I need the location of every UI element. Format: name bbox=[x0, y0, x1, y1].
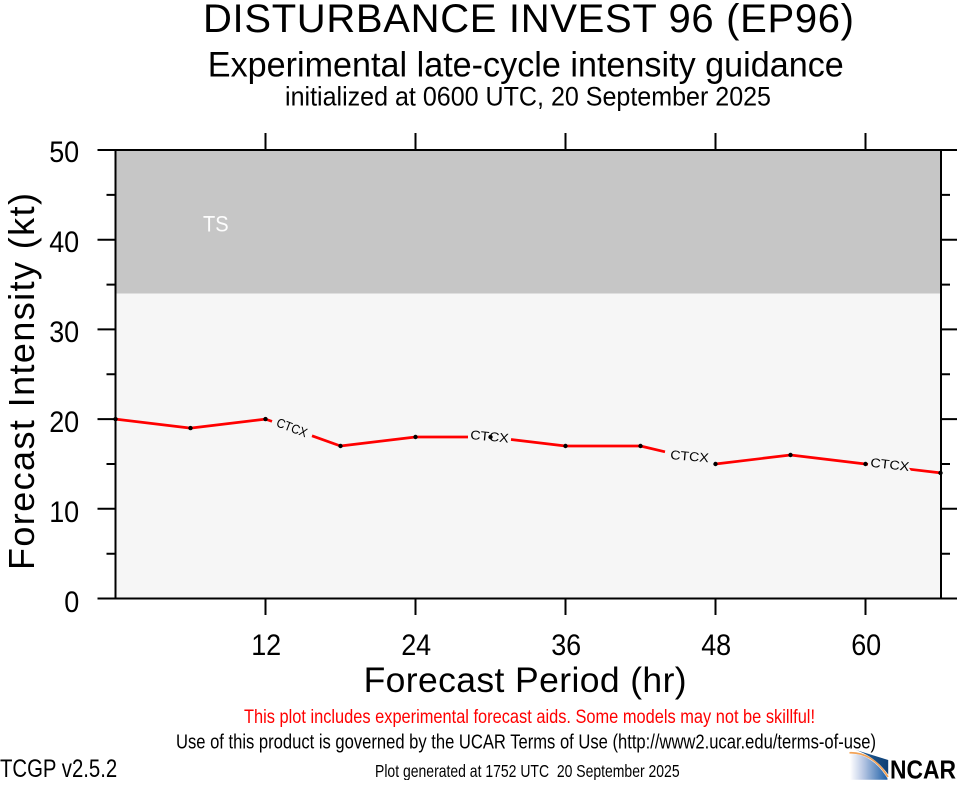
svg-text:50: 50 bbox=[49, 136, 79, 169]
svg-text:CTCX: CTCX bbox=[670, 447, 710, 465]
svg-text:TS: TS bbox=[203, 211, 229, 236]
svg-text:CTCX: CTCX bbox=[870, 455, 911, 474]
svg-text:Forecast Intensity (kt): Forecast Intensity (kt) bbox=[1, 193, 42, 570]
svg-text:Use of this product is governe: Use of this product is governed by the U… bbox=[176, 732, 876, 754]
svg-text:40: 40 bbox=[49, 226, 79, 259]
svg-text:DISTURBANCE INVEST 96 (EP96): DISTURBANCE INVEST 96 (EP96) bbox=[203, 0, 854, 41]
svg-text:48: 48 bbox=[701, 629, 731, 662]
svg-text:Experimental late-cycle intens: Experimental late-cycle intensity guidan… bbox=[208, 45, 844, 85]
svg-text:12: 12 bbox=[251, 629, 281, 662]
svg-text:24: 24 bbox=[401, 629, 431, 662]
svg-text:initialized at 0600 UTC, 20 Se: initialized at 0600 UTC, 20 September 20… bbox=[285, 82, 771, 112]
svg-text:NCAR: NCAR bbox=[890, 755, 956, 781]
svg-text:Plot generated at 1752 UTC 20: Plot generated at 1752 UTC 20 September … bbox=[375, 761, 680, 780]
svg-text:36: 36 bbox=[551, 629, 581, 662]
svg-text:60: 60 bbox=[851, 629, 881, 662]
svg-text:TCGP v2.5.2: TCGP v2.5.2 bbox=[0, 755, 117, 780]
svg-text:10: 10 bbox=[49, 496, 79, 529]
svg-text:This plot includes experimenta: This plot includes experimental forecast… bbox=[244, 707, 815, 728]
svg-text:20: 20 bbox=[49, 406, 79, 439]
svg-text:0: 0 bbox=[64, 586, 79, 619]
svg-text:30: 30 bbox=[49, 316, 79, 349]
svg-text:Forecast Period (hr): Forecast Period (hr) bbox=[364, 660, 687, 700]
